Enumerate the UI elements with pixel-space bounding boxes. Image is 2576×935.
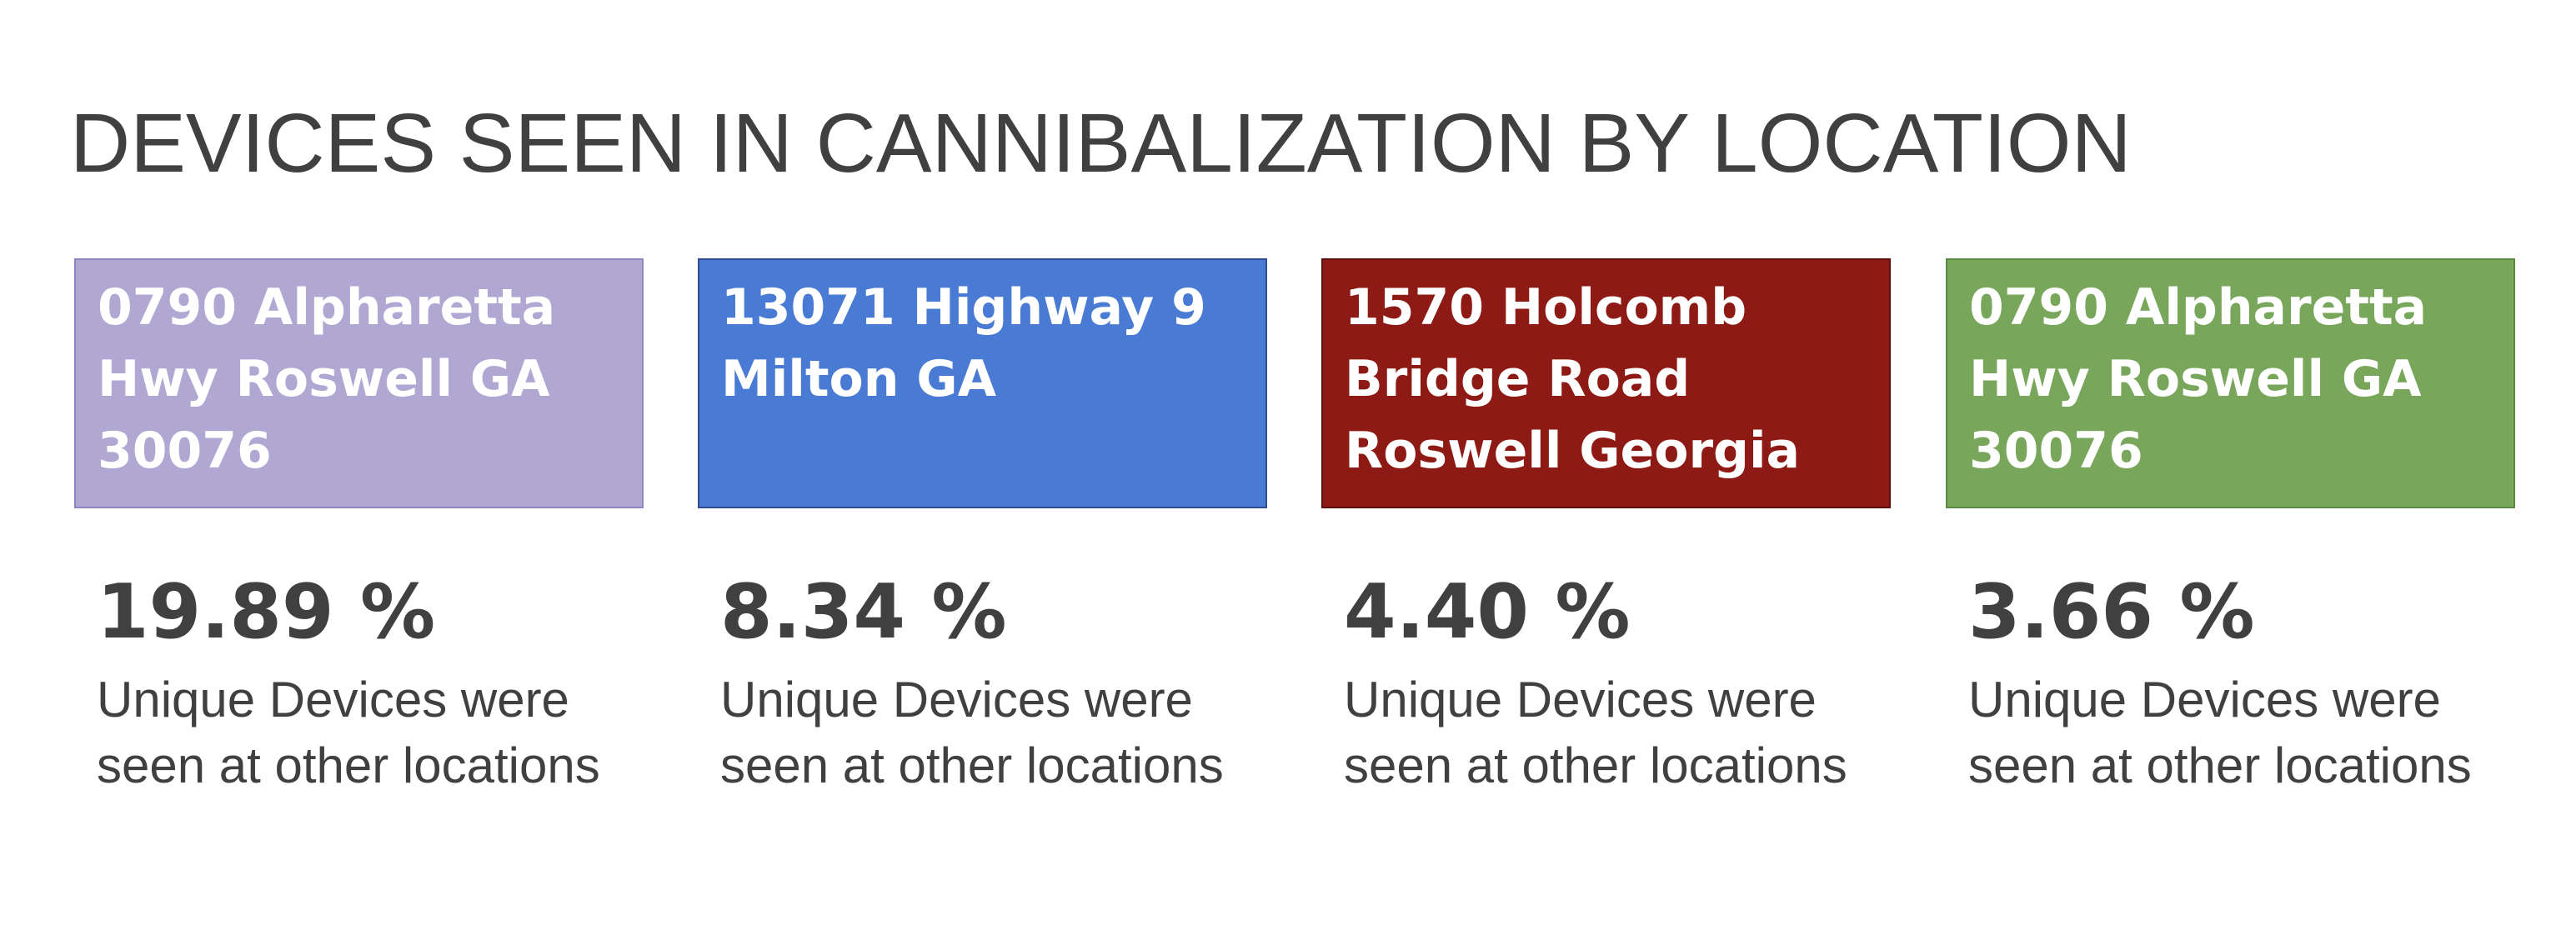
page-title: DEVICES SEEN IN CANNIBALIZATION BY LOCAT… [70,97,2132,190]
location-box: 13071 Highway 9 Milton GA [698,258,1267,508]
location-box: 0790 Alpharetta Hwy Roswell GA 30076 [1946,258,2515,508]
location-card: 1570 Holcomb Bridge Road Roswell Georgia… [1321,258,1891,892]
caption-text: Unique Devices were seen at other locati… [1968,672,2472,793]
location-name: 13071 Highway 9 Milton GA [721,278,1206,408]
location-name: 0790 Alpharetta Hwy Roswell GA 30076 [1969,278,2428,480]
percent-value: 19.89 % [97,568,436,656]
percent-value: 4.40 % [1344,568,1631,656]
location-card: 0790 Alpharetta Hwy Roswell GA 30076 19.… [74,258,644,892]
location-card: 0790 Alpharetta Hwy Roswell GA 30076 3.6… [1946,258,2515,892]
location-cards: 0790 Alpharetta Hwy Roswell GA 30076 19.… [74,258,2517,892]
location-box: 0790 Alpharetta Hwy Roswell GA 30076 [74,258,644,508]
location-box: 1570 Holcomb Bridge Road Roswell Georgia [1321,258,1891,508]
percent-value: 8.34 % [720,568,1007,656]
caption-text: Unique Devices were seen at other locati… [1344,672,1847,793]
location-name: 1570 Holcomb Bridge Road Roswell Georgia [1345,278,1801,480]
caption-text: Unique Devices were seen at other locati… [97,672,600,793]
percent-value: 3.66 % [1968,568,2255,656]
location-name: 0790 Alpharetta Hwy Roswell GA 30076 [98,278,556,480]
location-card: 13071 Highway 9 Milton GA 8.34 % Unique … [698,258,1267,892]
caption-text: Unique Devices were seen at other locati… [720,672,1224,793]
